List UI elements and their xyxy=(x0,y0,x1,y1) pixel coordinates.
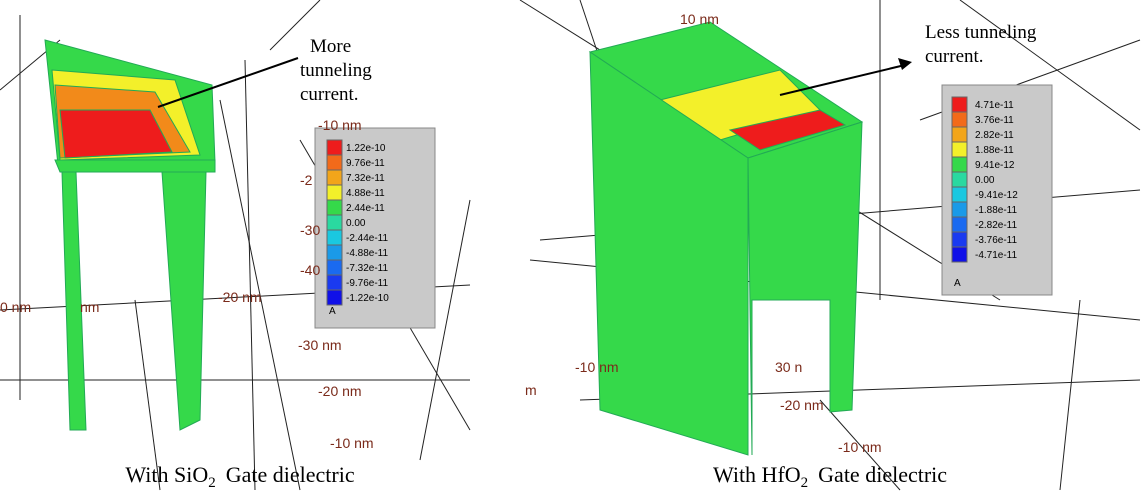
legend-label: -2.82e-11 xyxy=(975,220,1018,231)
legend-swatch xyxy=(327,245,342,260)
sio2-device xyxy=(45,40,215,430)
legend-label: 0.00 xyxy=(975,175,995,186)
legend-label: 1.22e-10 xyxy=(346,143,386,154)
legend-label: 9.76e-11 xyxy=(346,158,385,169)
arrow-head xyxy=(898,58,912,70)
legend-swatch xyxy=(952,202,967,217)
legend-unit: A xyxy=(954,278,961,289)
legend-swatch xyxy=(952,247,967,262)
legend-label: 1.88e-11 xyxy=(975,145,1014,156)
legend-swatch xyxy=(952,217,967,232)
legend-swatch xyxy=(327,260,342,275)
legend-swatch xyxy=(327,290,342,305)
legend-label: -4.71e-11 xyxy=(975,250,1018,261)
annotation: More xyxy=(310,36,351,57)
legend-label: -2.44e-11 xyxy=(346,233,389,244)
legend-label: 7.32e-11 xyxy=(346,173,385,184)
axis-label: -20 nm xyxy=(318,383,362,399)
legend-label: -4.88e-11 xyxy=(346,248,389,259)
annotation: current. xyxy=(300,84,359,105)
legend-label: -1.88e-11 xyxy=(975,205,1018,216)
axis-label: nm xyxy=(80,299,99,315)
axis-label: 0 nm xyxy=(0,299,31,315)
axis-label: -40 xyxy=(300,262,320,278)
axis-label: -20 nm xyxy=(218,289,262,305)
annotation: current. xyxy=(925,46,984,67)
axis-label: -30 nm xyxy=(298,337,342,353)
legend-swatch xyxy=(327,275,342,290)
legend-swatch xyxy=(327,230,342,245)
legend-swatch xyxy=(327,170,342,185)
legend-swatch xyxy=(952,97,967,112)
legend-label: -3.76e-11 xyxy=(975,235,1018,246)
legend-label: 2.82e-11 xyxy=(975,130,1014,141)
caption: With SiO2 Gate dielectric xyxy=(125,462,354,491)
legend-label: 4.71e-11 xyxy=(975,100,1014,111)
legend-label: -9.76e-11 xyxy=(346,278,389,289)
legend-label: 4.88e-11 xyxy=(346,188,385,199)
legend-swatch xyxy=(327,185,342,200)
legend-label: 3.76e-11 xyxy=(975,115,1014,126)
annotation: tunneling xyxy=(300,60,372,81)
caption-suffix: Gate dielectric xyxy=(226,462,355,487)
axis-label: -2 xyxy=(300,172,313,188)
axis-label: -30 xyxy=(300,222,320,238)
axis-label: 30 n xyxy=(775,359,802,375)
axis-label: 10 nm xyxy=(680,11,719,27)
legend-label: 2.44e-11 xyxy=(346,203,385,214)
hfo2-device xyxy=(590,22,862,455)
annotation: Less tunneling xyxy=(925,22,1037,43)
legend-swatch xyxy=(327,140,342,155)
caption-subscript: 2 xyxy=(208,475,216,491)
axis-label: -10 nm xyxy=(838,439,882,455)
sio2-legend: 1.22e-10 9.76e-11 7.32e-11 4.88e-11 2.44e-11… xyxy=(315,128,435,328)
axis-label: -20 nm xyxy=(780,397,824,413)
axis-label: -10 nm xyxy=(330,435,374,451)
hfo2-legend: 4.71e-11 3.76e-11 2.82e-11 1.88e-11 9.41e-12… xyxy=(942,85,1052,295)
axis-label: -10 nm xyxy=(575,359,619,375)
legend-swatch xyxy=(327,155,342,170)
legend-swatch xyxy=(327,200,342,215)
legend-swatch xyxy=(952,187,967,202)
legend-unit: A xyxy=(329,306,336,317)
legend-swatch xyxy=(952,142,967,157)
legend-swatch xyxy=(952,157,967,172)
caption-prefix: With SiO xyxy=(125,462,208,487)
legend-swatch xyxy=(952,172,967,187)
axis-label: -10 nm xyxy=(318,117,362,133)
legend-label: 0.00 xyxy=(346,218,366,229)
legend-label: 9.41e-12 xyxy=(975,160,1015,171)
axis-label: m xyxy=(525,382,537,398)
legend-label: -9.41e-12 xyxy=(975,190,1018,201)
caption-prefix: With HfO xyxy=(713,462,801,487)
caption: With HfO2 Gate dielectric xyxy=(713,462,947,491)
legend-swatch xyxy=(952,232,967,247)
legend-swatch xyxy=(327,215,342,230)
caption-subscript: 2 xyxy=(801,475,809,491)
legend-label: -7.32e-11 xyxy=(346,263,389,274)
legend-swatch xyxy=(952,112,967,127)
caption-suffix: Gate dielectric xyxy=(818,462,947,487)
figure: 1.22e-10 9.76e-11 7.32e-11 4.88e-11 2.44e-11… xyxy=(0,0,1142,496)
legend-label: -1.22e-10 xyxy=(346,293,389,304)
legend-swatch xyxy=(952,127,967,142)
